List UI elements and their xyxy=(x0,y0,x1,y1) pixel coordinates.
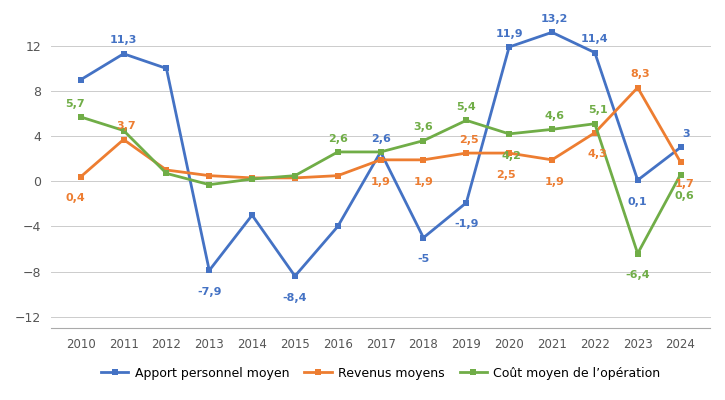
Text: 13,2: 13,2 xyxy=(541,14,568,24)
Apport personnel moyen xyxy=(505,44,513,49)
Apport personnel moyen xyxy=(419,235,428,240)
Coût moyen de l’opération xyxy=(634,251,642,256)
Text: -8,4: -8,4 xyxy=(283,293,307,303)
Text: 4,3: 4,3 xyxy=(588,150,608,160)
Coût moyen de l’opération xyxy=(248,177,257,182)
Line: Coût moyen de l’opération: Coût moyen de l’opération xyxy=(78,114,684,257)
Text: 3,6: 3,6 xyxy=(413,122,434,132)
Text: 2,5: 2,5 xyxy=(459,135,479,145)
Revenus moyens xyxy=(334,173,342,178)
Apport personnel moyen xyxy=(462,200,471,205)
Coût moyen de l’opération xyxy=(376,150,385,154)
Revenus moyens xyxy=(547,158,556,162)
Text: 5,1: 5,1 xyxy=(588,105,608,115)
Coût moyen de l’opération xyxy=(676,172,685,177)
Apport personnel moyen xyxy=(291,274,299,278)
Coût moyen de l’opération xyxy=(590,121,599,126)
Text: 2,6: 2,6 xyxy=(370,134,391,144)
Text: 11,9: 11,9 xyxy=(495,29,523,39)
Coût moyen de l’opération xyxy=(547,127,556,132)
Text: 4,6: 4,6 xyxy=(544,111,565,121)
Text: 0,1: 0,1 xyxy=(628,197,647,207)
Apport personnel moyen xyxy=(634,178,642,182)
Legend: Apport personnel moyen, Revenus moyens, Coût moyen de l’opération: Apport personnel moyen, Revenus moyens, … xyxy=(96,362,666,385)
Revenus moyens xyxy=(248,176,257,180)
Revenus moyens xyxy=(634,85,642,90)
Text: 0,4: 0,4 xyxy=(65,194,85,204)
Revenus moyens xyxy=(462,151,471,156)
Coût moyen de l’opération xyxy=(419,138,428,143)
Coût moyen de l’opération xyxy=(162,171,171,176)
Line: Apport personnel moyen: Apport personnel moyen xyxy=(78,29,684,279)
Revenus moyens xyxy=(676,160,685,164)
Text: 1,9: 1,9 xyxy=(370,176,391,186)
Text: 1,7: 1,7 xyxy=(675,179,695,189)
Apport personnel moyen xyxy=(205,268,214,273)
Text: -5: -5 xyxy=(418,254,430,264)
Apport personnel moyen xyxy=(334,224,342,229)
Text: 2,6: 2,6 xyxy=(328,134,348,144)
Apport personnel moyen xyxy=(248,213,257,218)
Coût moyen de l’opération xyxy=(291,173,299,178)
Apport personnel moyen xyxy=(590,50,599,55)
Apport personnel moyen xyxy=(676,145,685,150)
Revenus moyens xyxy=(590,130,599,135)
Text: -7,9: -7,9 xyxy=(197,287,222,297)
Revenus moyens xyxy=(291,176,299,180)
Apport personnel moyen xyxy=(376,150,385,154)
Revenus moyens xyxy=(76,174,85,179)
Apport personnel moyen xyxy=(162,66,171,71)
Text: 3,7: 3,7 xyxy=(117,121,136,131)
Text: 0,6: 0,6 xyxy=(675,191,695,201)
Coût moyen de l’opération xyxy=(462,118,471,123)
Coût moyen de l’opération xyxy=(334,150,342,154)
Apport personnel moyen xyxy=(76,77,85,82)
Line: Revenus moyens: Revenus moyens xyxy=(78,84,684,181)
Revenus moyens xyxy=(205,173,214,178)
Revenus moyens xyxy=(419,158,428,162)
Revenus moyens xyxy=(376,158,385,162)
Apport personnel moyen xyxy=(547,30,556,35)
Text: 1,9: 1,9 xyxy=(413,176,434,186)
Coût moyen de l’opération xyxy=(505,132,513,136)
Text: 2,5: 2,5 xyxy=(497,170,516,180)
Text: 8,3: 8,3 xyxy=(631,69,650,79)
Text: 3: 3 xyxy=(682,129,690,139)
Apport personnel moyen xyxy=(119,51,128,56)
Text: 4,2: 4,2 xyxy=(502,150,522,160)
Text: 1,9: 1,9 xyxy=(544,176,565,186)
Coût moyen de l’opération xyxy=(205,182,214,187)
Text: -6,4: -6,4 xyxy=(626,270,650,280)
Text: 11,3: 11,3 xyxy=(110,36,137,46)
Revenus moyens xyxy=(505,151,513,156)
Text: 11,4: 11,4 xyxy=(581,34,609,44)
Text: 5,7: 5,7 xyxy=(65,99,85,109)
Text: -1,9: -1,9 xyxy=(454,219,479,229)
Text: 5,4: 5,4 xyxy=(457,102,476,112)
Revenus moyens xyxy=(119,137,128,142)
Coût moyen de l’opération xyxy=(119,128,128,133)
Revenus moyens xyxy=(162,168,171,172)
Coût moyen de l’opération xyxy=(76,114,85,119)
